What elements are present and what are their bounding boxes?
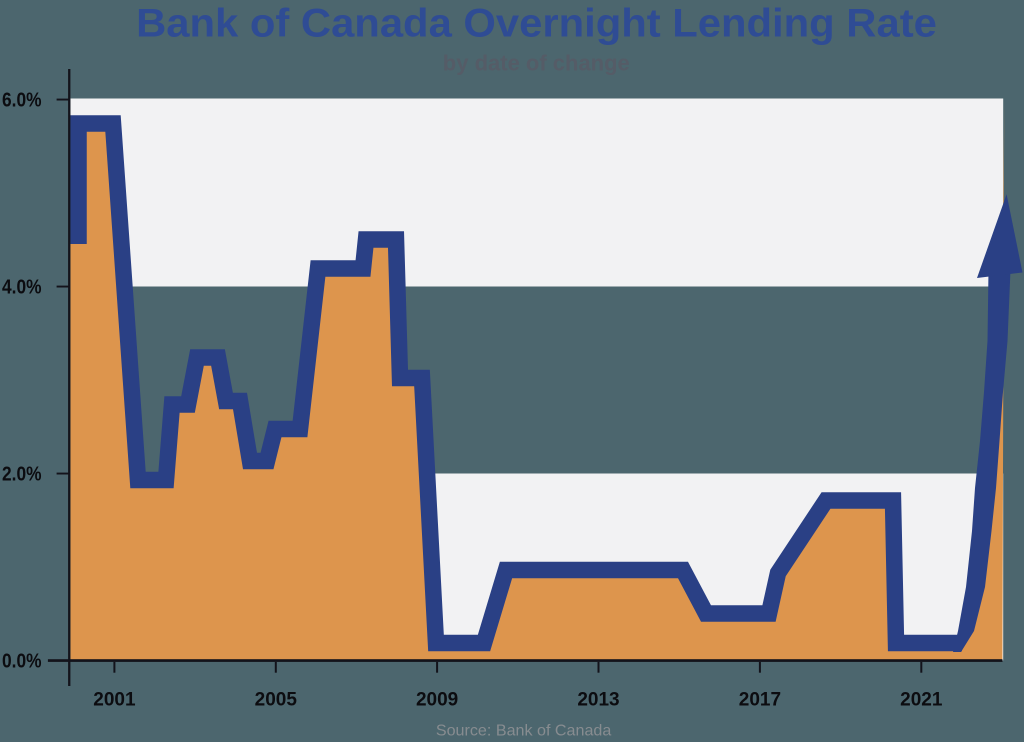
svg-text:6.0%: 6.0% — [2, 90, 42, 112]
svg-text:2001: 2001 — [93, 690, 136, 711]
svg-text:2013: 2013 — [577, 690, 619, 711]
svg-text:2.0%: 2.0% — [2, 464, 42, 486]
svg-text:2005: 2005 — [255, 690, 298, 711]
svg-text:2021: 2021 — [900, 690, 943, 711]
svg-text:4.0%: 4.0% — [2, 277, 42, 299]
svg-text:2017: 2017 — [739, 690, 781, 711]
svg-text:by date of change: by date of change — [443, 51, 630, 76]
svg-text:Source: Bank of Canada: Source: Bank of Canada — [436, 723, 612, 740]
svg-text:2009: 2009 — [416, 690, 458, 711]
svg-text:Bank of Canada Overnight Lendi: Bank of Canada Overnight Lending Rate — [136, 2, 937, 46]
svg-text:0.0%: 0.0% — [2, 651, 42, 673]
